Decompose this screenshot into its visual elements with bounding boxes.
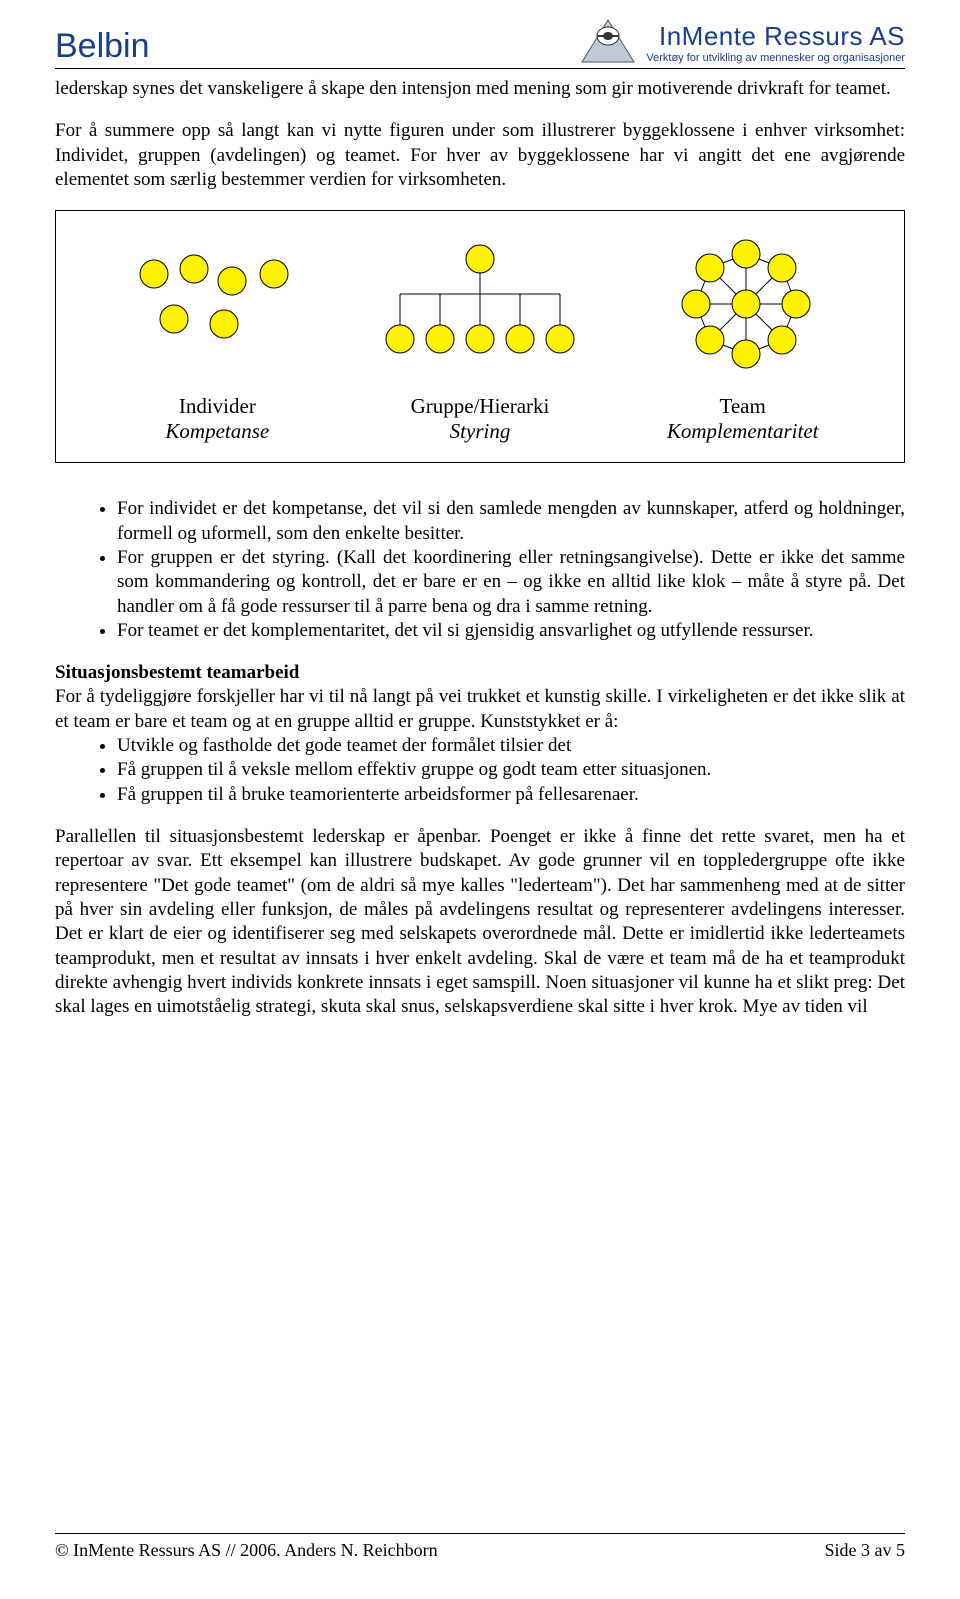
diagram-col-sub: Styring (349, 419, 612, 444)
section2-body: Parallellen til situasjonsbestemt leders… (55, 825, 905, 1020)
intro-paragraph-2: For å summere opp så langt kan vi nytte … (55, 119, 905, 192)
diagram-col-sub: Kompetanse (86, 419, 349, 444)
brand-title: Belbin (55, 27, 150, 66)
list-item: Få gruppen til å veksle mellom effektiv … (117, 758, 905, 782)
list-item: Utvikle og fastholde det gode teamet der… (117, 734, 905, 758)
company-block: InMente Ressurs AS Verktøy for utvikling… (580, 18, 905, 66)
diagram-col-title: Team (611, 394, 874, 419)
section2-title: Situasjonsbestemt teamarbeid (55, 662, 299, 683)
page-header: Belbin InMente Ressurs AS Verktøy for ut… (55, 18, 905, 69)
company-logo-icon (580, 18, 636, 66)
company-tagline: Verktøy for utvikling av mennesker og or… (646, 52, 905, 64)
intro-paragraph-1: lederskap synes det vanskeligere å skape… (55, 77, 905, 101)
diagram-col-title: Individer (86, 394, 349, 419)
list-item: For teamet er det komplementaritet, det … (117, 619, 905, 643)
diagram-col-sub: Komplementaritet (611, 419, 874, 444)
diagram-col-title: Gruppe/Hierarki (349, 394, 612, 419)
section2: Situasjonsbestemt teamarbeid For å tydel… (55, 661, 905, 734)
section2-intro: For å tydeliggjøre forskjeller har vi ti… (55, 686, 905, 731)
list-item: For individet er det kompetanse, det vil… (117, 497, 905, 546)
diagram-label-col: Gruppe/Hierarki Styring (349, 394, 612, 444)
footer-right: Side 3 av 5 (825, 1540, 906, 1561)
company-name: InMente Ressurs AS (646, 21, 905, 52)
page-footer: © InMente Ressurs AS // 2006. Anders N. … (55, 1533, 905, 1561)
bullet-list-section2: Utvikle og fastholde det gode teamet der… (55, 734, 905, 807)
diagram-label-col: Team Komplementaritet (611, 394, 874, 444)
diagram-individer-icon (114, 239, 314, 369)
bullet-list-top: For individet er det kompetanse, det vil… (55, 497, 905, 643)
diagram-label-col: Individer Kompetanse (86, 394, 349, 444)
diagram-team-icon (646, 239, 846, 369)
concept-diagram: Individer Kompetanse Gruppe/Hierarki Sty… (55, 210, 905, 463)
diagram-hierarki-icon (370, 239, 590, 369)
footer-left: © InMente Ressurs AS // 2006. Anders N. … (55, 1540, 438, 1561)
list-item: For gruppen er det styring. (Kall det ko… (117, 546, 905, 619)
list-item: Få gruppen til å bruke teamorienterte ar… (117, 783, 905, 807)
